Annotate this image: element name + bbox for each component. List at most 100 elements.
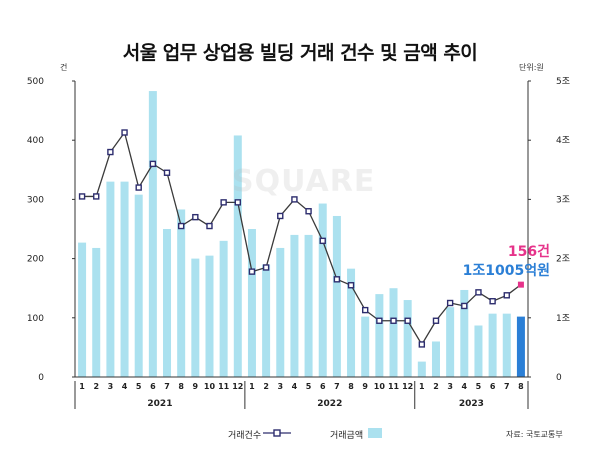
- x-tick-label-month: 3: [108, 382, 114, 391]
- bar-amount-29: [474, 325, 483, 377]
- x-tick-label-month: 1: [249, 382, 255, 391]
- x-tick-label-month: 12: [232, 382, 243, 391]
- bar-amount-25: [417, 361, 426, 377]
- x-tick-label-month: 6: [490, 382, 496, 391]
- x-tick-label-month: 5: [306, 382, 312, 391]
- count-point-1: [78, 193, 86, 200]
- count-point-25: [418, 341, 426, 348]
- count-point-4: [121, 129, 128, 136]
- x-tick-label-month: 12: [402, 382, 413, 391]
- x-tick-label-month: 5: [136, 382, 142, 391]
- bar-amount-12: [233, 135, 242, 377]
- x-tick-label-month: 10: [374, 382, 386, 391]
- legend-label-amount: 거래금액: [330, 431, 364, 441]
- x-tick-label-month: 4: [292, 382, 298, 391]
- x-tick-label-month: 11: [218, 382, 230, 391]
- x-tick-label-month: 6: [320, 382, 326, 391]
- legend-layer: [263, 428, 382, 438]
- bar-amount-19: [332, 215, 341, 377]
- count-point-12: [234, 199, 241, 206]
- x-tick-label-month: 11: [388, 382, 400, 391]
- bar-amount-15: [276, 247, 285, 377]
- count-point-16: [291, 196, 298, 203]
- count-point-32: [517, 281, 524, 288]
- count-point-20: [347, 282, 355, 289]
- bar-amount-7: [163, 229, 172, 377]
- x-tick-label-month: 7: [164, 382, 170, 391]
- bar-amount-11: [219, 240, 228, 377]
- callout-amount-label: 1조1005억원: [462, 263, 550, 279]
- bar-amount-21: [361, 316, 370, 377]
- count-point-13: [248, 268, 256, 275]
- x-tick-label-month: 2: [433, 382, 439, 391]
- x-tick-label-month: 9: [362, 382, 368, 391]
- right-tick-label: 5조: [556, 77, 570, 87]
- bar-amount-4: [120, 181, 129, 377]
- count-point-26: [432, 317, 440, 324]
- bar-amount-16: [290, 234, 299, 377]
- left-axis-unit: 건: [60, 63, 68, 72]
- bar-amount-30: [488, 313, 497, 377]
- left-tick-label: 100: [27, 314, 44, 324]
- x-tick-label-month: 7: [334, 382, 340, 391]
- x-tick-label-month: 8: [348, 382, 354, 391]
- source-note: 자료: 국토교통부: [506, 430, 563, 439]
- bar-amount-14: [262, 264, 271, 377]
- count-point-3: [107, 148, 114, 156]
- line-layer: [78, 129, 524, 348]
- bar-amount-13: [247, 229, 256, 377]
- x-tick-label-month: 6: [150, 382, 156, 391]
- x-tick-label-month: 7: [504, 382, 510, 391]
- x-tick-label-month: 4: [122, 382, 128, 391]
- left-tick-label: 200: [27, 255, 44, 265]
- bar-amount-20: [347, 268, 356, 377]
- x-tick-label-month: 2: [263, 382, 269, 391]
- x-tick-label-month: 8: [518, 382, 524, 391]
- bars-layer: [78, 91, 525, 378]
- count-point-5: [135, 184, 142, 191]
- bar-amount-9: [191, 258, 200, 377]
- count-point-14: [262, 264, 270, 271]
- bar-amount-5: [134, 194, 143, 377]
- count-point-6: [149, 160, 157, 168]
- watermark-text: SQUARE: [232, 164, 376, 199]
- year-label-2021: 2021: [147, 399, 172, 409]
- count-point-23: [390, 317, 397, 324]
- right-tick-label: 4조: [556, 136, 570, 146]
- bar-amount-31: [502, 313, 511, 377]
- x-tick-label-month: 5: [476, 382, 482, 391]
- count-point-24: [404, 317, 411, 324]
- count-point-30: [489, 298, 496, 305]
- legend-bar-marker: [368, 428, 382, 438]
- left-tick-label: 300: [27, 195, 44, 205]
- callout-count-label: 156건: [507, 244, 550, 260]
- right-tick-label: 3조: [556, 195, 570, 205]
- count-point-31: [503, 292, 510, 299]
- bar-amount-26: [431, 341, 440, 377]
- count-point-17: [305, 208, 312, 215]
- count-point-18: [319, 237, 326, 245]
- left-tick-label: 0: [38, 373, 44, 383]
- right-tick-label: 1조: [556, 314, 570, 324]
- count-point-7: [163, 169, 171, 176]
- left-tick-label: 500: [27, 77, 44, 87]
- x-tick-label-month: 2: [93, 382, 99, 391]
- right-tick-label: 2조: [556, 255, 570, 265]
- count-point-19: [333, 276, 341, 283]
- year-label-2023: 2023: [459, 399, 484, 409]
- legend-point-marker: [273, 429, 281, 437]
- x-tick-label-month: 10: [204, 382, 216, 391]
- count-point-29: [475, 289, 482, 296]
- x-tick-label-month: 9: [193, 382, 199, 391]
- count-point-22: [376, 317, 383, 324]
- bar-amount-10: [205, 255, 214, 377]
- bar-amount-6: [148, 91, 157, 378]
- bar-amount-17: [304, 234, 313, 377]
- bar-amount-28: [460, 289, 469, 377]
- bar-amount-23: [389, 288, 398, 377]
- count-point-10: [206, 222, 213, 230]
- bar-amount-1: [78, 242, 87, 377]
- bar-amount-3: [106, 181, 115, 377]
